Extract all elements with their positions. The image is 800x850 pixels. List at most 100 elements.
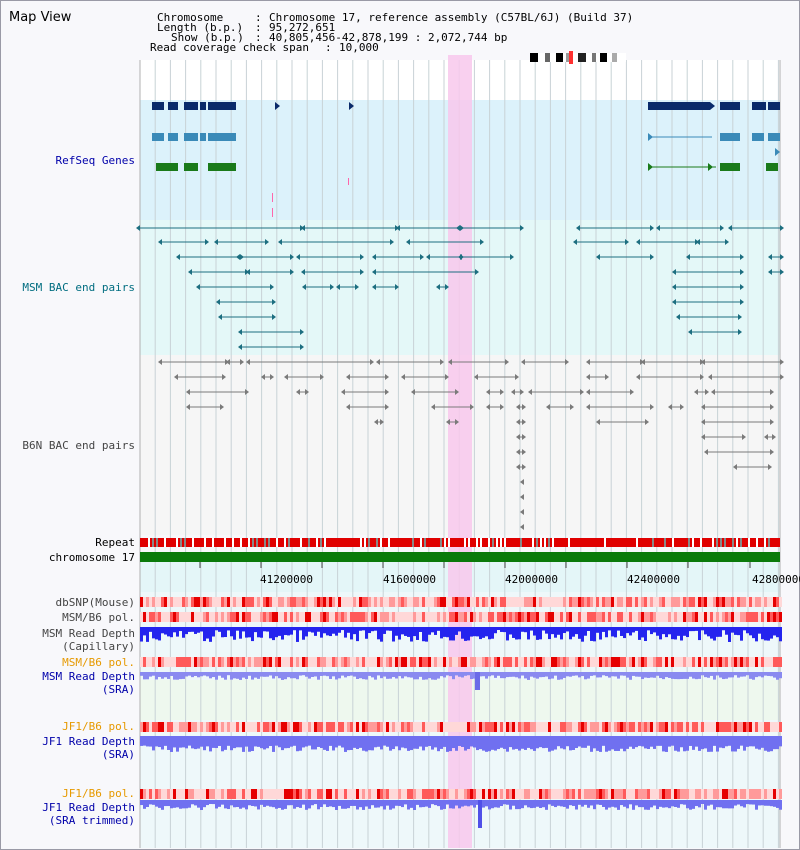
depth-bar: [149, 736, 152, 747]
depth-bar: [317, 672, 320, 680]
heat-cell: [245, 657, 248, 667]
depth-bar: [386, 800, 389, 806]
heat-cell: [548, 722, 551, 732]
track-label-msm-bac[interactable]: MSM BAC end pairs: [22, 281, 135, 294]
depth-bar: [260, 800, 263, 805]
repeat-gap: [364, 538, 366, 547]
heat-cell: [341, 722, 344, 732]
depth-bar: [410, 672, 413, 678]
track-label-refseq[interactable]: RefSeq Genes: [55, 154, 135, 167]
heat-cell: [638, 612, 641, 622]
depth-bar: [503, 736, 506, 749]
depth-bar: [341, 736, 344, 748]
gene-tick: [272, 193, 273, 202]
depth-bar: [203, 672, 206, 676]
heat-cell: [743, 789, 746, 799]
depth-bar: [548, 736, 551, 752]
heat-cell: [695, 612, 698, 622]
depth-bar: [779, 800, 782, 810]
heat-cell: [431, 612, 434, 622]
depth-bar: [419, 800, 422, 808]
heat-cell: [716, 612, 719, 622]
depth-bar: [317, 627, 320, 632]
heat-cell: [458, 722, 461, 732]
bac-end: [725, 239, 729, 245]
heat-cell: [350, 657, 353, 667]
depth-bar: [488, 627, 491, 640]
heat-cell: [227, 612, 230, 622]
heat-cell: [320, 597, 323, 607]
heat-cell: [416, 612, 419, 622]
length-sep: :: [255, 21, 262, 34]
heat-cell: [527, 789, 530, 799]
heat-cell: [332, 612, 335, 622]
repeat-gap: [468, 538, 470, 547]
heat-cell: [266, 612, 269, 622]
depth-bar: [215, 627, 218, 631]
depth-bar: [485, 672, 488, 679]
heat-cell: [395, 789, 398, 799]
depth-bar: [638, 672, 641, 677]
bac-end: [226, 359, 230, 365]
repeat-gap: [360, 538, 362, 547]
ideogram-band: [530, 53, 538, 62]
heat-cell: [668, 597, 671, 607]
heat-cell: [254, 612, 257, 622]
heat-cell: [599, 722, 602, 732]
heat-cell: [212, 657, 215, 667]
depth-bar: [758, 736, 761, 750]
heat-cell: [503, 597, 506, 607]
heat-cell: [458, 597, 461, 607]
heat-cell: [743, 597, 746, 607]
depth-bar: [221, 672, 224, 678]
heat-cell: [746, 722, 749, 732]
depth-bar: [701, 672, 704, 676]
heat-cell: [206, 789, 209, 799]
track-label-b6n-bac[interactable]: B6N BAC end pairs: [22, 439, 135, 452]
heat-cell: [467, 722, 470, 732]
depth-bar: [143, 800, 146, 809]
heat-cell: [191, 612, 194, 622]
heat-cell: [737, 789, 740, 799]
heat-cell: [461, 789, 464, 799]
heat-cell: [590, 597, 593, 607]
heat-cell: [389, 657, 392, 667]
heat-cell: [278, 597, 281, 607]
depth-bar: [488, 800, 491, 810]
heat-cell: [650, 722, 653, 732]
depth-bar: [395, 627, 398, 636]
depth-bar: [431, 627, 434, 633]
depth-bar: [722, 736, 725, 749]
heat-cell: [593, 612, 596, 622]
depth-bar: [257, 800, 260, 810]
depth-bar: [440, 672, 443, 677]
repeat-gap: [248, 538, 250, 547]
depth-bar: [563, 800, 566, 807]
depth-bar: [599, 627, 602, 640]
repeat-gap: [232, 538, 234, 547]
repeat-gap: [164, 538, 166, 547]
depth-bar: [659, 672, 662, 679]
bac-end: [650, 254, 654, 260]
heat-cell: [383, 722, 386, 732]
heat-cell: [470, 789, 473, 799]
heat-cell: [677, 612, 680, 622]
heat-cell: [752, 612, 755, 622]
heat-cell: [632, 597, 635, 607]
heat-cell: [563, 722, 566, 732]
depth-bar: [269, 800, 272, 807]
heat-cell: [581, 612, 584, 622]
heat-cell: [659, 612, 662, 622]
track-label-msm-b6-pol-1: MSM/B6 pol.: [62, 611, 135, 624]
heat-cell: [779, 722, 782, 732]
bac-end: [186, 389, 190, 395]
heat-cell: [758, 612, 761, 622]
depth-bar: [356, 627, 359, 642]
heat-cell: [647, 789, 650, 799]
depth-bar: [500, 672, 503, 679]
heat-cell: [398, 612, 401, 622]
depth-bar: [155, 736, 158, 747]
heat-cell: [710, 789, 713, 799]
depth-bar: [428, 736, 431, 747]
depth-bar: [596, 672, 599, 678]
